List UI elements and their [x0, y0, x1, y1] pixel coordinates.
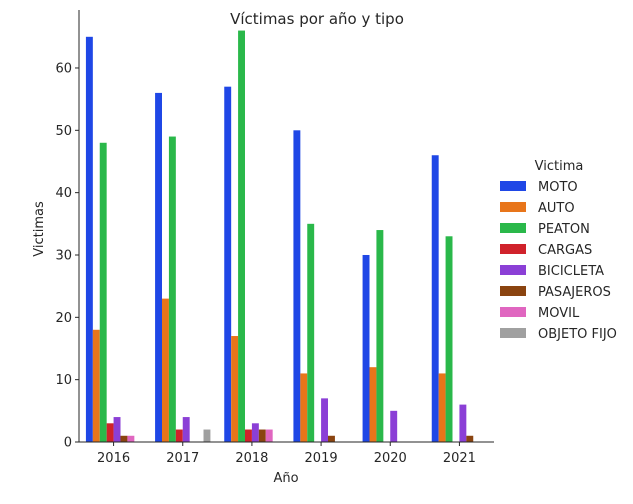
legend-label-peaton: PEATON [538, 222, 590, 237]
bar-pasajeros-2019 [328, 435, 335, 442]
bar-movil-2016 [127, 435, 135, 442]
bar-cargas-2016 [106, 423, 114, 442]
x-tick-label: 2019 [305, 451, 338, 466]
legend-label-movil: MOVIL [538, 306, 580, 321]
y-tick-label: 20 [55, 311, 72, 326]
legend-swatch-auto [500, 202, 526, 212]
x-tick-label: 2016 [97, 451, 130, 466]
y-tick-label: 40 [55, 186, 72, 201]
bar-movil-2018 [265, 429, 273, 442]
bar-auto-2019 [300, 373, 308, 442]
x-tick-label: 2020 [374, 451, 407, 466]
bar-bicicleta-2019 [321, 398, 328, 442]
legend-label-auto: AUTO [538, 201, 575, 216]
bar-moto-2021 [431, 155, 439, 442]
bar-auto-2021 [438, 373, 446, 442]
x-tick-label: 2018 [235, 451, 268, 466]
bar-objeto-fijo-2017 [203, 429, 211, 442]
legend-swatch-peaton [500, 223, 526, 233]
bar-peaton-2019 [307, 223, 315, 442]
bar-moto-2016 [85, 36, 93, 443]
legend-title: Victima [535, 159, 584, 174]
bar-bicicleta-2020 [390, 410, 398, 442]
bar-cargas-2017 [175, 429, 183, 442]
bar-auto-2020 [369, 367, 377, 442]
legend-label-bicicleta: BICICLETA [538, 264, 604, 279]
bar-auto-2017 [162, 298, 169, 442]
legend-swatch-cargas [500, 244, 526, 254]
legend-label-moto: MOTO [538, 180, 578, 195]
y-tick-label: 0 [64, 436, 72, 451]
x-tick-label: 2017 [166, 451, 199, 466]
bar-pasajeros-2018 [258, 429, 266, 442]
legend-swatch-movil [500, 307, 526, 317]
bar-bicicleta-2021 [459, 404, 467, 442]
bar-peaton-2017 [168, 136, 176, 443]
bar-peaton-2016 [99, 142, 107, 442]
x-axis-title: Año [273, 471, 298, 486]
x-tick-label: 2021 [443, 451, 476, 466]
legend-label-pasajeros: PASAJEROS [538, 285, 611, 300]
bar-pasajeros-2016 [120, 435, 128, 442]
bar-moto-2020 [362, 254, 370, 442]
bar-bicicleta-2018 [251, 423, 259, 442]
plot-area [85, 30, 474, 443]
legend-label-objeto-fijo: OBJETO FIJO [538, 327, 617, 342]
legend-swatch-objeto-fijo [500, 328, 526, 338]
bar-peaton-2021 [445, 236, 453, 442]
y-tick-label: 10 [55, 373, 72, 388]
bar-cargas-2018 [245, 429, 252, 442]
legend-swatch-moto [500, 181, 526, 191]
y-axis-title: Victimas [32, 201, 47, 257]
bar-bicicleta-2016 [113, 417, 121, 442]
chart-title: Víctimas por año y tipo [230, 10, 404, 28]
bar-auto-2018 [231, 336, 239, 442]
y-tick-label: 30 [55, 248, 72, 263]
axes: 0 10 20 30 40 50 60 2016 2017 2018 2019 2020 2021 [55, 10, 494, 466]
legend-label-cargas: CARGAS [538, 243, 592, 258]
bar-peaton-2018 [238, 30, 245, 442]
legend-swatch-pasajeros [500, 286, 526, 296]
bar-pasajeros-2021 [466, 435, 474, 442]
y-tick-label: 60 [55, 61, 72, 76]
bar-auto-2016 [92, 329, 100, 442]
bar-moto-2018 [224, 86, 232, 443]
bar-moto-2017 [155, 92, 162, 442]
legend: Victima MOTO AUTO PEATON CARGAS BICICLETA PAS… [500, 159, 617, 342]
bar-moto-2019 [293, 130, 301, 442]
bar-peaton-2020 [376, 230, 384, 442]
legend-swatch-bicicleta [500, 265, 526, 275]
y-tick-label: 50 [55, 124, 72, 139]
bar-bicicleta-2017 [182, 417, 190, 442]
